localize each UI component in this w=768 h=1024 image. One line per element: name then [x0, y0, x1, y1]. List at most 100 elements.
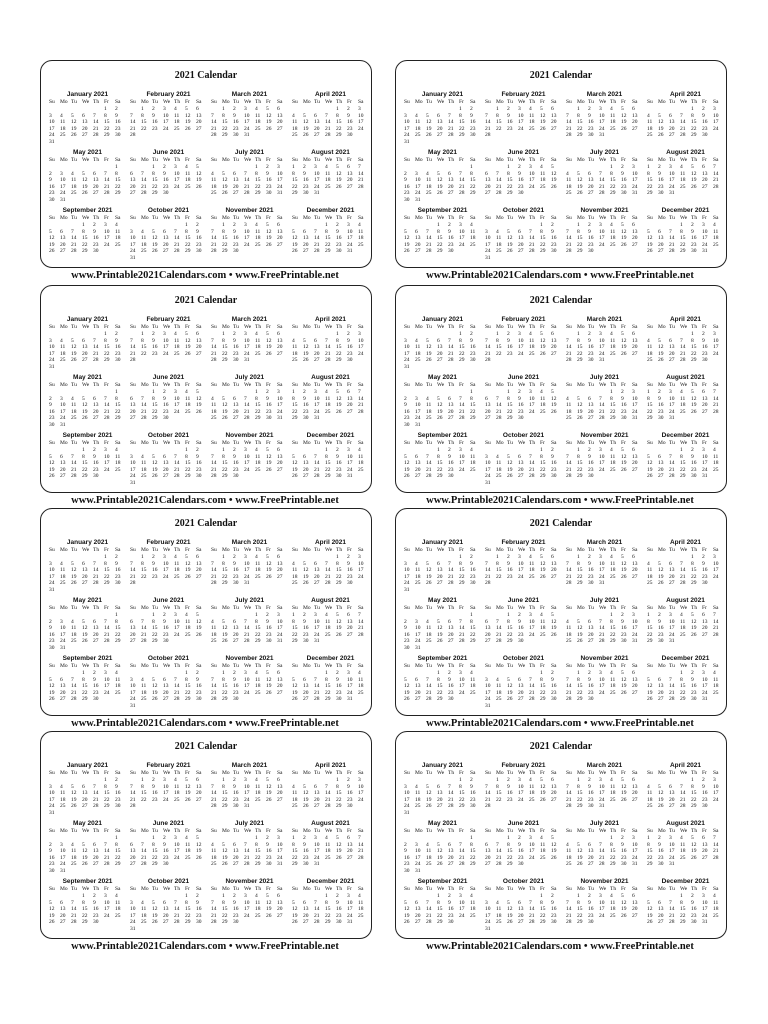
day-number: 18 [426, 631, 432, 638]
day-number: 24 [713, 350, 719, 357]
day-number: 25 [426, 638, 432, 644]
weekday: Th [448, 324, 455, 330]
month-name: March 2021 [586, 762, 623, 769]
day-number: 26 [196, 631, 202, 638]
day-number: 7 [485, 783, 488, 790]
day-number: 27 [437, 803, 443, 809]
day-number: 25 [255, 796, 261, 803]
day-number: 9 [233, 337, 236, 344]
day-number: 30 [196, 696, 202, 702]
day-number: 20 [82, 125, 88, 132]
day-number: 8 [680, 676, 683, 683]
day-number: 2 [658, 164, 661, 170]
day-number: 15 [255, 177, 261, 183]
day-number: 28 [459, 415, 465, 421]
weekday: We [163, 215, 171, 221]
day-number: 5 [266, 554, 269, 560]
day-number: 25 [529, 573, 535, 580]
month-name: March 2021 [231, 316, 268, 323]
day-number: 19 [71, 350, 77, 357]
day-number: 4 [115, 447, 118, 453]
day-number: 24 [244, 125, 250, 132]
weekday: Sa [713, 440, 719, 446]
day-number: 22 [647, 854, 653, 861]
day-number: 24 [599, 689, 605, 696]
day-number: 3 [459, 893, 462, 899]
day-number: 13 [632, 676, 638, 683]
day-number: 1 [647, 164, 650, 170]
day-number: 29 [610, 861, 616, 867]
day-number: 19 [196, 625, 202, 631]
day-number: 9 [196, 453, 199, 460]
day-number: 23 [621, 183, 627, 190]
footer-url: www.Printable2021Calendars.com • www.Fre… [426, 718, 694, 729]
weekday: Mo [658, 382, 666, 388]
day-number: 19 [691, 177, 697, 183]
day-number: 30 [691, 248, 697, 254]
weekday: Fr [702, 605, 707, 611]
day-number: 13 [658, 683, 664, 689]
day-number: 1 [496, 777, 499, 783]
weekday: Fr [459, 157, 464, 163]
day-number: 6 [669, 112, 672, 119]
day-number: 6 [632, 670, 635, 676]
day-number: 15 [336, 567, 342, 573]
day-number: 3 [163, 777, 166, 783]
day-number: 25 [529, 125, 535, 132]
day-number: 9 [303, 395, 306, 402]
day-number: 30 [266, 190, 272, 196]
day-number: 30 [347, 357, 353, 363]
day-number: 17 [174, 402, 180, 408]
day-number: 10 [130, 460, 136, 466]
day-number: 6 [632, 222, 635, 228]
day-number: 5 [222, 170, 225, 177]
day-number: 17 [713, 344, 719, 350]
day-number: 6 [632, 331, 635, 337]
weekday: We [244, 663, 252, 669]
day-number: 13 [60, 460, 66, 466]
day-number: 17 [347, 460, 353, 466]
day-number: 7 [459, 841, 462, 848]
day-number: 19 [152, 466, 158, 473]
day-number: 14 [680, 567, 686, 573]
day-number: 26 [551, 408, 557, 415]
day-number: 23 [266, 631, 272, 638]
weekday: Mo [303, 157, 311, 163]
day-number: 8 [459, 783, 462, 790]
day-number: 28 [211, 248, 217, 254]
day-number: 9 [551, 228, 554, 235]
day-number: 18 [141, 466, 147, 473]
day-number: 21 [599, 631, 605, 638]
day-number: 7 [680, 783, 683, 790]
weekday: Mo [496, 215, 504, 221]
day-number: 30 [658, 190, 664, 196]
day-number: 17 [163, 790, 169, 796]
day-number: 1 [577, 777, 580, 783]
day-number: 6 [82, 112, 85, 119]
day-number: 20 [702, 402, 708, 408]
day-number: 17 [599, 906, 605, 912]
weekday: Th [691, 605, 698, 611]
day-number: 14 [244, 177, 250, 183]
day-number: 4 [713, 447, 716, 453]
day-number: 18 [255, 235, 261, 241]
day-number: 25 [115, 689, 121, 696]
day-number: 6 [303, 228, 306, 235]
day-number: 8 [540, 899, 543, 906]
weekday: Su [292, 828, 298, 834]
day-number: 9 [518, 170, 521, 177]
day-number: 27 [415, 473, 421, 479]
weekday: We [163, 663, 171, 669]
weekday: We [244, 157, 252, 163]
day-number: 2 [551, 670, 554, 676]
day-number: 7 [485, 560, 488, 567]
day-number: 19 [303, 350, 309, 357]
weekday: Th [93, 770, 100, 776]
day-number: 11 [566, 848, 572, 854]
day-number: 24 [599, 796, 605, 803]
weekday: Tu [588, 770, 594, 776]
weekday: Fr [459, 547, 464, 553]
day-number: 25 [470, 912, 476, 919]
day-number: 5 [303, 112, 306, 119]
weekday: Th [610, 547, 617, 553]
